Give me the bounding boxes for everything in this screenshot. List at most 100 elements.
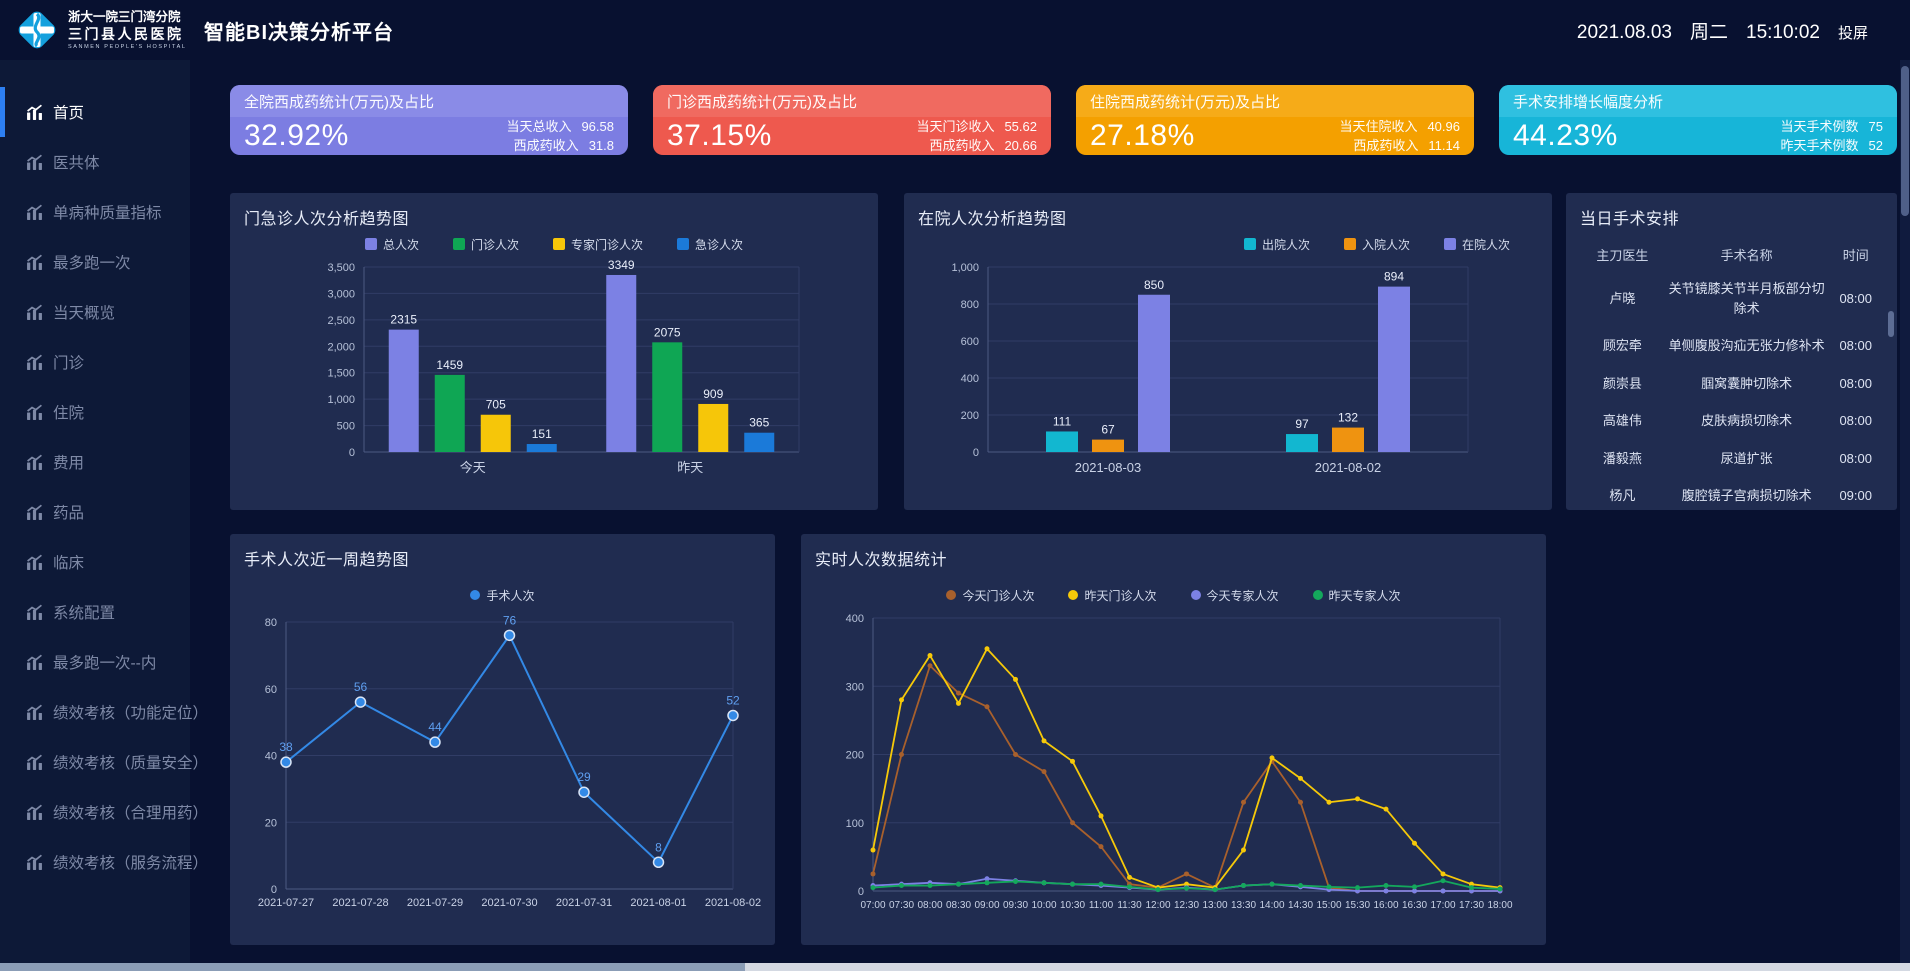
cast-screen-button[interactable]: 投屏	[1837, 24, 1868, 42]
svg-text:44: 44	[428, 720, 442, 734]
bar-chart-icon	[26, 254, 43, 271]
svg-text:400: 400	[961, 373, 979, 385]
sidebar-item-14[interactable]: 绩效考核（合理用药）	[0, 787, 208, 837]
kpi-card-1: 门诊西成药统计(万元)及占比 37.15% 当天门诊收入 55.62 西成药收入 20.6…	[653, 85, 1051, 155]
kpi-card-2: 住院西成药统计(万元)及占比 27.18% 当天住院收入 40.96 西成药收入 11.1…	[1076, 85, 1474, 155]
vertical-scrollbar-thumb[interactable]	[1901, 66, 1909, 216]
sidebar-item-5[interactable]: 门诊	[0, 337, 190, 387]
chart-legend: 出院人次 入院人次 在院人次	[918, 233, 1538, 255]
chart-legend: 总人次 门诊人次 专家门诊人次 急诊人次	[244, 233, 864, 255]
legend-item[interactable]: 门诊人次	[452, 236, 519, 253]
svg-text:1459: 1459	[436, 358, 463, 372]
legend-item[interactable]: 今天门诊人次	[946, 587, 1034, 604]
surgeon-name: 顾宏牵	[1602, 338, 1642, 353]
bar-chart-icon	[26, 354, 43, 371]
sidebar-item-label: 住院	[53, 405, 85, 422]
surgery-name: 腹腔镜子宫病损切除术	[1681, 488, 1812, 503]
kpi-card-body: 44.23% 当天手术例数 75 昨天手术例数 52	[1499, 117, 1897, 155]
svg-text:14:30: 14:30	[1288, 900, 1313, 911]
svg-text:97: 97	[1295, 417, 1309, 431]
svg-text:29: 29	[577, 770, 591, 784]
svg-text:2021-08-01: 2021-08-01	[630, 897, 686, 909]
svg-text:0: 0	[271, 884, 277, 896]
kpi-metric-value: 20.66	[1004, 138, 1037, 153]
hospital-name-line1: 浙大一院三门湾分院	[68, 9, 181, 24]
sidebar-item-4[interactable]: 当天概览	[0, 287, 190, 337]
legend-swatch	[1343, 238, 1356, 250]
time-label: 15:10:02	[1746, 21, 1820, 43]
svg-text:3,500: 3,500	[327, 262, 355, 274]
table-header-row: 主刀医生 手术名称 时间	[1580, 237, 1883, 270]
svg-text:200: 200	[961, 410, 979, 422]
surgery-name: 皮肤病损切除术	[1701, 413, 1793, 428]
svg-text:8: 8	[655, 840, 662, 854]
bar-chart-icon	[26, 404, 43, 421]
legend-item[interactable]: 手术人次	[470, 587, 535, 604]
sidebar-item-3[interactable]: 最多跑一次	[0, 237, 190, 287]
svg-text:14:00: 14:00	[1259, 900, 1284, 911]
table-scrollbar-thumb[interactable]	[1888, 311, 1894, 337]
legend-item[interactable]: 专家门诊人次	[553, 236, 643, 253]
svg-text:07:30: 07:30	[889, 900, 914, 911]
svg-text:12:00: 12:00	[1145, 900, 1170, 911]
bar-chart-icon	[26, 754, 43, 771]
kpi-metric-value: 40.96	[1427, 119, 1460, 134]
kpi-card-3: 手术安排增长幅度分析 44.23% 当天手术例数 75 昨天手术例数 52	[1499, 85, 1897, 155]
sidebar-item-7[interactable]: 费用	[0, 437, 190, 487]
horizontal-scrollbar[interactable]	[0, 963, 1900, 971]
legend-item[interactable]: 在院人次	[1443, 236, 1510, 253]
bar-chart-icon	[26, 504, 43, 521]
sidebar-item-2[interactable]: 单病种质量指标	[0, 187, 190, 237]
svg-text:1,000: 1,000	[951, 262, 979, 274]
legend-swatch	[553, 238, 565, 250]
kpi-metric-label: 西成药收入	[1353, 138, 1419, 153]
sidebar-item-12[interactable]: 绩效考核（功能定位）	[0, 687, 208, 737]
legend-item[interactable]: 出院人次	[1243, 236, 1310, 253]
sidebar-item-10[interactable]: 系统配置	[0, 587, 190, 637]
svg-text:10:00: 10:00	[1031, 900, 1056, 911]
kpi-metric-value: 11.14	[1428, 138, 1460, 153]
svg-text:17:00: 17:00	[1430, 900, 1455, 911]
legend-label: 手术人次	[486, 588, 535, 603]
sidebar-item-6[interactable]: 住院	[0, 387, 190, 437]
sidebar-item-15[interactable]: 绩效考核（服务流程）	[0, 837, 208, 887]
kpi-card-title: 住院西成药统计(万元)及占比	[1076, 85, 1474, 117]
legend-label: 在院人次	[1461, 237, 1510, 252]
horizontal-scrollbar-thumb[interactable]	[0, 963, 745, 971]
legend-item[interactable]: 昨天专家人次	[1312, 587, 1401, 604]
sidebar-item-1[interactable]: 医共体	[0, 137, 190, 187]
surgery-time: 09:00	[1839, 488, 1872, 503]
svg-text:0: 0	[973, 447, 979, 459]
table-column-header: 主刀医生	[1596, 248, 1649, 263]
chart-legend: 今天门诊人次 昨天门诊人次 今天专家人次 昨天专家人次	[815, 584, 1532, 606]
legend-item[interactable]: 总人次	[364, 236, 419, 253]
sidebar-item-13[interactable]: 绩效考核（质量安全）	[0, 737, 208, 787]
svg-text:1,000: 1,000	[327, 394, 355, 406]
legend-swatch	[1068, 590, 1079, 600]
sidebar-item-8[interactable]: 药品	[0, 487, 190, 537]
sidebar-item-label: 绩效考核（服务流程）	[53, 855, 209, 872]
main-content: 全院西成药统计(万元)及占比 32.92% 当天总收入 96.58 西成药收入 31.8 门…	[190, 60, 1897, 963]
sidebar-item-0[interactable]: 首页	[0, 87, 190, 137]
realtime-visits-panel: 实时人次数据统计 今天门诊人次 昨天门诊人次 今天专家人次 昨天专家人次 0 100 20…	[801, 534, 1546, 945]
legend-item[interactable]: 入院人次	[1343, 236, 1410, 253]
kpi-metric-value: 55.62	[1004, 119, 1037, 134]
kpi-card-title: 门诊西成药统计(万元)及占比	[653, 85, 1051, 117]
surgery-table: 主刀医生 手术名称 时间 卢晓 关节镜膝关节半月板部分切除术 08:00 顾宏牵 单侧腹股沟疝…	[1580, 237, 1883, 515]
legend-item[interactable]: 昨天门诊人次	[1068, 587, 1157, 604]
svg-text:11:30: 11:30	[1117, 900, 1142, 911]
legend-item[interactable]: 急诊人次	[677, 236, 743, 253]
svg-text:52: 52	[726, 693, 740, 707]
legend-item[interactable]: 今天专家人次	[1190, 587, 1279, 604]
vertical-scrollbar[interactable]	[1900, 60, 1910, 963]
table-row: 杨凡 腹腔镜子宫病损切除术 09:00	[1580, 477, 1883, 515]
svg-text:2,500: 2,500	[327, 315, 355, 327]
svg-text:13:00: 13:00	[1202, 900, 1227, 911]
svg-text:18:00: 18:00	[1487, 900, 1512, 911]
surgery-name: 单侧腹股沟疝无张力修补术	[1668, 338, 1825, 353]
sidebar-item-11[interactable]: 最多跑一次--内	[0, 637, 190, 687]
surgeon-name: 杨凡	[1609, 488, 1636, 503]
sidebar-item-9[interactable]: 临床	[0, 537, 190, 587]
panel-title: 当日手术安排	[1580, 211, 1680, 228]
bar-chart-icon	[26, 104, 43, 121]
